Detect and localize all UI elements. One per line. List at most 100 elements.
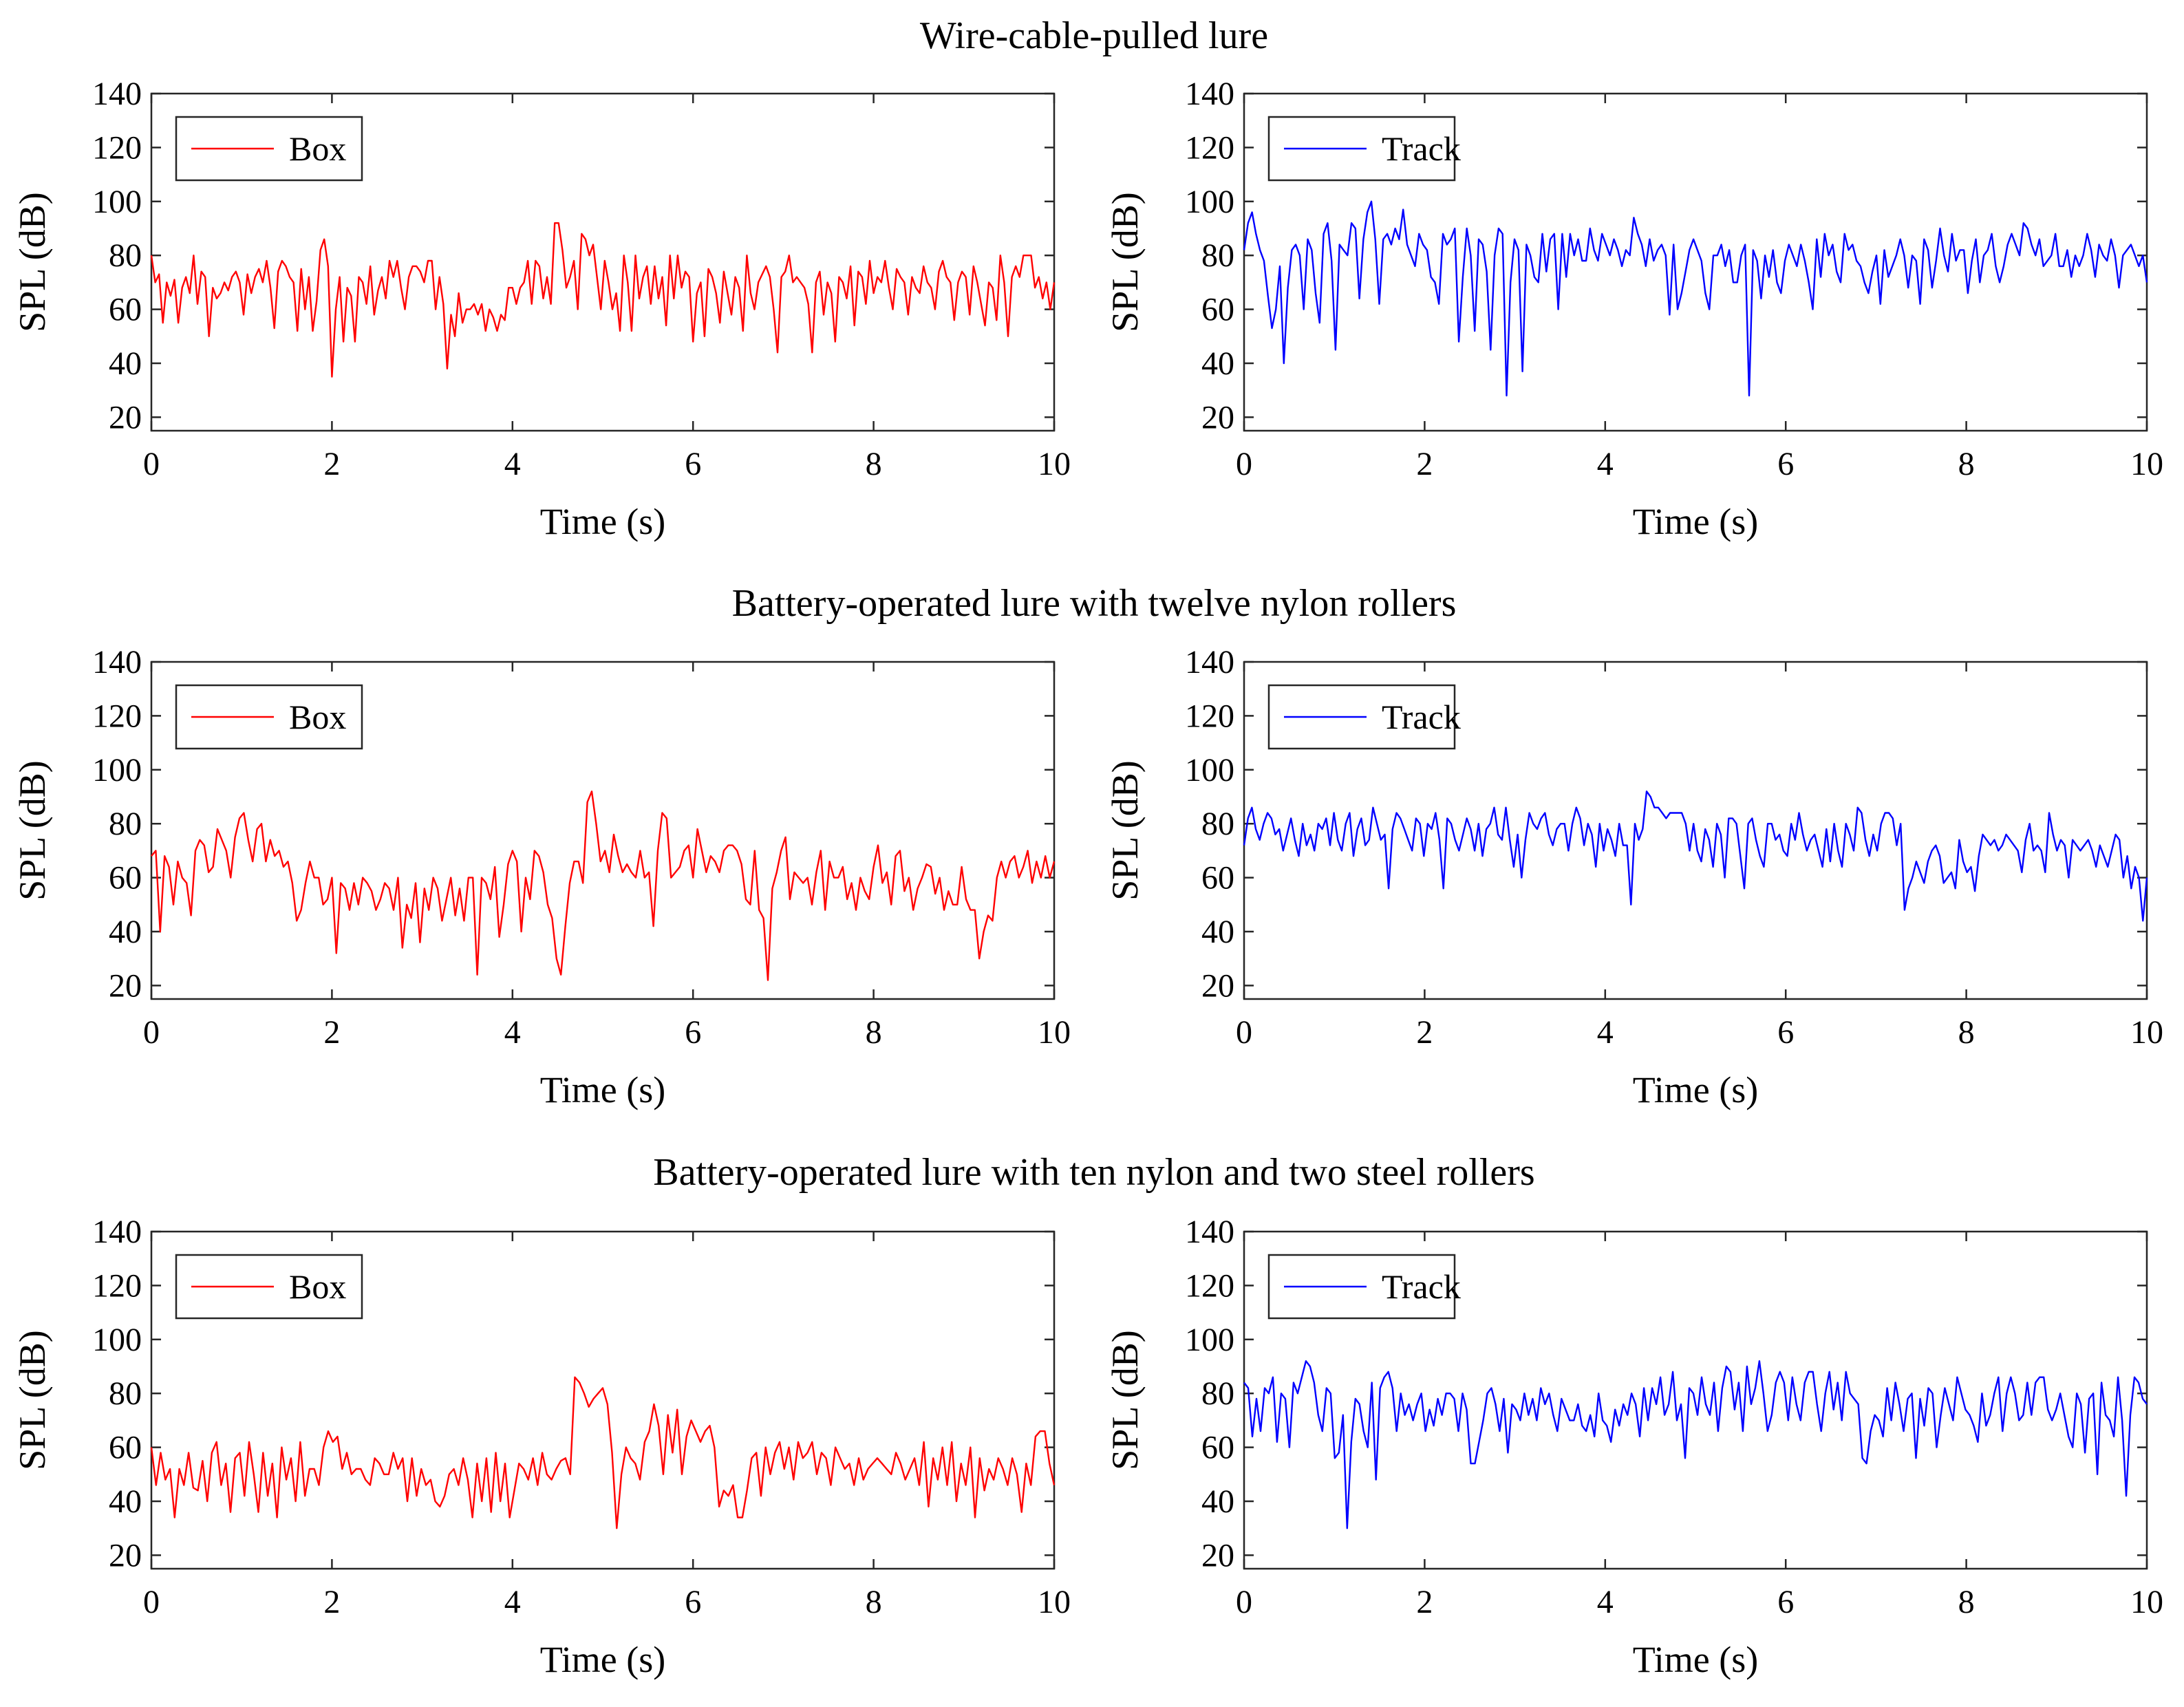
x-tick-label: 2	[1416, 1014, 1433, 1051]
y-tick-label: 80	[1201, 237, 1234, 274]
x-tick-label: 10	[2130, 1014, 2163, 1051]
legend-label: Box	[289, 1267, 346, 1306]
x-tick-label: 8	[866, 1014, 882, 1051]
series-line-track	[1243, 790, 2148, 922]
x-tick-label: 4	[504, 1014, 521, 1051]
x-tick-label: 2	[323, 1584, 340, 1620]
y-tick-label: 140	[1185, 1214, 1234, 1250]
y-axis-label: SPL (dB)	[1104, 192, 1146, 332]
x-tick-label: 6	[685, 1584, 701, 1620]
x-tick-label: 6	[1777, 446, 1794, 482]
x-tick-label: 8	[1958, 1584, 1975, 1620]
x-tick-label: 8	[866, 446, 882, 482]
y-tick-label: 100	[92, 752, 142, 788]
x-tick-label: 6	[1777, 1584, 1794, 1620]
y-axis-label: SPL (dB)	[12, 1330, 53, 1470]
y-tick-label: 40	[1201, 1483, 1234, 1520]
y-tick-label: 120	[1185, 129, 1234, 166]
y-tick-label: 140	[1185, 644, 1234, 680]
x-tick-label: 6	[1777, 1014, 1794, 1051]
x-tick-label: 4	[1597, 1584, 1614, 1620]
y-tick-label: 140	[92, 644, 142, 680]
y-tick-label: 40	[109, 1483, 142, 1520]
legend: Box	[175, 1254, 363, 1320]
x-tick-label: 0	[143, 1014, 160, 1051]
y-tick-label: 80	[109, 237, 142, 274]
y-tick-label: 60	[109, 860, 142, 897]
chart-panel: 20 40 60 80 100 120 140 0 2 4 6 8 10 Time (s) SPL (dB)…	[1104, 644, 2163, 1110]
x-tick-label: 0	[1236, 1584, 1252, 1620]
x-tick-label: 0	[1236, 446, 1252, 482]
y-tick-label: 40	[1201, 914, 1234, 950]
y-tick-label: 20	[109, 967, 142, 1004]
y-tick-label: 120	[92, 698, 142, 734]
y-tick-label: 120	[92, 1267, 142, 1304]
y-tick-label: 40	[109, 914, 142, 950]
y-axis-label: SPL (dB)	[1104, 1330, 1146, 1470]
x-axis-label: Time (s)	[1633, 501, 1759, 542]
legend-label: Box	[289, 129, 346, 168]
group-title: Wire-cable-pulled lure	[920, 14, 1268, 57]
series-line-box	[150, 1376, 1056, 1529]
x-tick-label: 10	[1038, 1584, 1071, 1620]
y-tick-label: 40	[1201, 345, 1234, 382]
y-tick-label: 120	[1185, 698, 1234, 734]
x-tick-label: 0	[143, 446, 160, 482]
y-tick-label: 100	[92, 184, 142, 220]
x-tick-label: 6	[685, 446, 701, 482]
legend-label: Box	[289, 698, 346, 736]
y-tick-label: 140	[92, 76, 142, 112]
x-tick-label: 10	[2130, 1584, 2163, 1620]
x-axis-label: Time (s)	[1633, 1639, 1759, 1680]
y-tick-label: 80	[1201, 1375, 1234, 1412]
chart-panel: 20 40 60 80 100 120 140 0 2 4 6 8 10 Time (s) SPL (dB)…	[12, 644, 1071, 1110]
x-axis-label: Time (s)	[540, 501, 666, 542]
y-tick-label: 120	[1185, 1267, 1234, 1304]
legend-label: Track	[1382, 129, 1461, 168]
y-tick-label: 100	[1185, 752, 1234, 788]
x-tick-label: 2	[1416, 446, 1433, 482]
y-tick-label: 80	[109, 806, 142, 842]
legend: Track	[1267, 1254, 1461, 1320]
x-tick-label: 2	[323, 1014, 340, 1051]
y-tick-label: 60	[1201, 292, 1234, 328]
x-axis-label: Time (s)	[1633, 1069, 1759, 1110]
y-axis-label: SPL (dB)	[12, 192, 53, 332]
x-tick-label: 4	[1597, 1014, 1614, 1051]
x-tick-label: 4	[1597, 446, 1614, 482]
y-tick-label: 60	[1201, 1430, 1234, 1466]
legend: Box	[175, 684, 363, 750]
legend: Box	[175, 116, 363, 182]
x-tick-label: 10	[1038, 1014, 1071, 1051]
group-title: Battery-operated lure with ten nylon and…	[653, 1151, 1534, 1194]
y-tick-label: 40	[109, 345, 142, 382]
x-tick-label: 10	[2130, 446, 2163, 482]
y-axis-label: SPL (dB)	[12, 760, 53, 901]
y-tick-label: 20	[109, 399, 142, 436]
legend-label: Track	[1382, 1267, 1461, 1306]
y-tick-label: 20	[1201, 967, 1234, 1004]
x-tick-label: 6	[685, 1014, 701, 1051]
x-tick-label: 8	[1958, 446, 1975, 482]
x-tick-label: 4	[504, 446, 521, 482]
x-tick-label: 4	[504, 1584, 521, 1620]
x-tick-label: 2	[323, 446, 340, 482]
x-tick-label: 10	[1038, 446, 1071, 482]
x-axis-label: Time (s)	[540, 1639, 666, 1680]
x-tick-label: 8	[1958, 1014, 1975, 1051]
y-tick-label: 60	[109, 292, 142, 328]
legend: Track	[1267, 684, 1461, 750]
y-tick-label: 100	[92, 1322, 142, 1358]
x-tick-label: 0	[143, 1584, 160, 1620]
y-tick-label: 100	[1185, 1322, 1234, 1358]
legend: Track	[1267, 116, 1461, 182]
legend-label: Track	[1382, 698, 1461, 736]
y-tick-label: 60	[1201, 860, 1234, 897]
x-tick-label: 8	[866, 1584, 882, 1620]
chart-panel: 20 40 60 80 100 120 140 0 2 4 6 8 10 Time (s) SPL (dB)…	[12, 1214, 1071, 1680]
x-axis-label: Time (s)	[540, 1069, 666, 1110]
y-tick-label: 140	[1185, 76, 1234, 112]
y-tick-label: 20	[1201, 1537, 1234, 1574]
